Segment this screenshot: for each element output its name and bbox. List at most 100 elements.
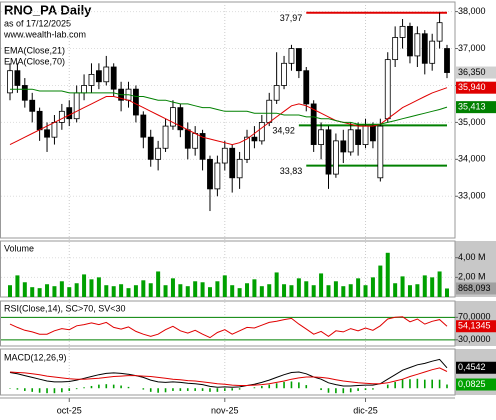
volume-bar — [333, 281, 338, 297]
panel-title: Volume — [4, 243, 34, 253]
macd-histogram-bar — [90, 385, 93, 389]
volume-bar — [104, 285, 109, 297]
ema-last-label: 35,413 — [458, 102, 486, 112]
macd-histogram-bar — [98, 384, 100, 389]
candle-body — [266, 99, 273, 123]
volume-bar — [445, 288, 449, 297]
y-tick-label: 35,000 — [458, 117, 486, 127]
volume-bar — [289, 285, 294, 297]
volume-bar — [430, 277, 435, 297]
candle-body — [214, 162, 221, 190]
candle-body — [140, 114, 147, 138]
volume-bar — [222, 275, 227, 297]
macd-histogram-bar — [142, 388, 145, 390]
last-macd-label-box — [456, 361, 496, 374]
volume-bar — [178, 284, 183, 297]
macd-line — [9, 358, 448, 388]
macd-histogram-bar — [231, 388, 234, 391]
macd-histogram-bar — [305, 385, 308, 389]
candle-body — [88, 73, 95, 86]
volume-bar — [237, 288, 242, 297]
macd-histogram-bar — [409, 379, 411, 389]
candle-body — [355, 129, 362, 145]
rsi-line — [9, 316, 448, 339]
candle-body — [133, 88, 139, 116]
last-price-label-box — [456, 66, 496, 79]
macd-histogram-bar — [38, 388, 41, 393]
candle-body — [44, 129, 50, 138]
candle-body — [310, 103, 317, 145]
macd-histogram-bar — [120, 385, 122, 389]
volume-bar — [311, 285, 316, 297]
volume-bar — [215, 281, 220, 297]
volume-bar — [415, 284, 420, 297]
macd-histogram-bar — [16, 388, 19, 390]
volume-bar — [133, 285, 138, 297]
candle-body — [258, 122, 265, 142]
candle-body — [7, 70, 13, 94]
candle-body — [170, 107, 176, 127]
macd-histogram-bar — [357, 388, 359, 391]
candle-body — [29, 99, 36, 112]
volume-bar — [119, 284, 124, 297]
y-tick-label: 34,000 — [458, 154, 486, 164]
candle-body — [392, 37, 399, 61]
candle-body — [147, 136, 154, 160]
candle-body — [332, 140, 339, 175]
macd-histogram-bar — [401, 379, 404, 389]
candle-body — [414, 33, 421, 57]
volume-bar — [141, 280, 146, 297]
volume-bar — [30, 287, 35, 297]
macd-histogram-bar — [438, 379, 441, 389]
volume-bar — [407, 285, 412, 297]
volume-bar — [393, 283, 398, 297]
candle-body — [273, 85, 280, 101]
level-label: 33,83 — [280, 166, 303, 176]
volume-bar — [304, 281, 309, 297]
y-tick-label: 33,000 — [458, 191, 486, 201]
candle-body — [421, 33, 428, 64]
legend-entry: EMA(Close,70) — [4, 56, 65, 66]
volume-bar — [37, 288, 42, 297]
macd-histogram-bar — [127, 386, 130, 389]
macd-histogram-bar — [342, 388, 345, 394]
y-tick-label: 2,00 M — [458, 272, 486, 282]
macd-histogram-bar — [283, 381, 285, 389]
volume-bar — [378, 265, 383, 297]
last-rsi-label-box — [456, 320, 496, 333]
candle-body — [51, 122, 58, 138]
candle-body — [444, 48, 450, 73]
macd-histogram-bar — [209, 388, 211, 392]
candle-body — [221, 147, 228, 164]
level-label: 37,97 — [280, 13, 303, 23]
last-macd-label: 0,4542 — [458, 362, 486, 372]
candle-body — [340, 140, 347, 153]
volume-bar — [422, 275, 427, 297]
macd-histogram-bar — [275, 383, 278, 389]
candle-body — [192, 133, 199, 149]
volume-bar — [437, 271, 442, 297]
candle-body — [155, 147, 162, 160]
candle-body — [295, 48, 302, 72]
candle-body — [436, 22, 443, 42]
macd-histogram-bar — [446, 384, 448, 389]
panel-title: MACD(12,26,9) — [4, 352, 67, 362]
volume-bar — [185, 286, 190, 297]
legend-entry: EMA(Close,21) — [4, 45, 65, 55]
volume-bar — [267, 284, 272, 297]
volume-bar — [207, 287, 212, 297]
volume-bar — [400, 276, 405, 297]
y-tick-label: 38,000 — [458, 6, 486, 16]
volume-bar — [22, 282, 27, 297]
macd-histogram-bar — [83, 387, 85, 389]
level-label: 34,92 — [272, 126, 295, 136]
candle-body — [58, 110, 65, 123]
candle-body — [66, 107, 73, 120]
volume-bar — [96, 277, 101, 297]
macd-histogram-bar — [423, 379, 426, 389]
volume-bar — [356, 278, 361, 297]
macd-histogram-bar — [238, 388, 241, 390]
volume-bar — [326, 285, 331, 297]
candle-body — [377, 125, 384, 179]
